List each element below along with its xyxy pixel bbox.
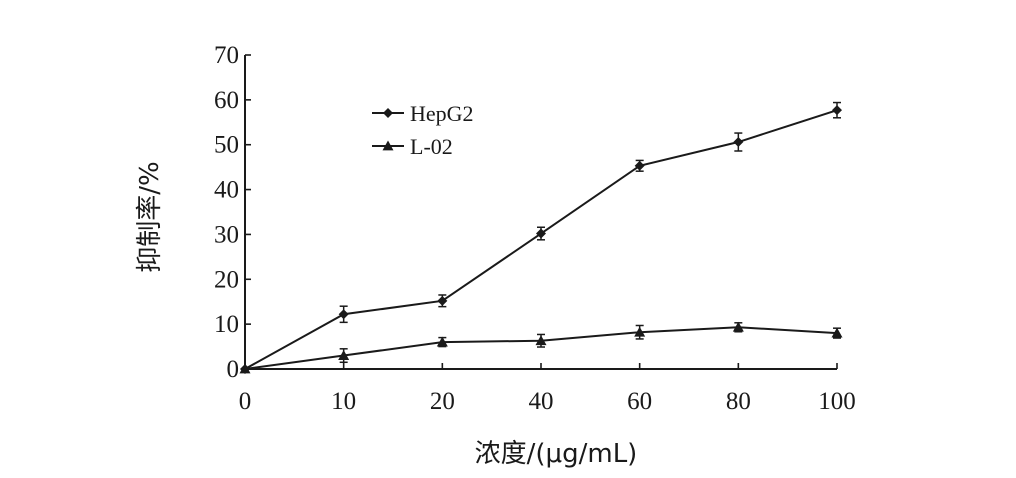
data-point-marker bbox=[437, 295, 448, 306]
legend-marker bbox=[383, 108, 393, 118]
x-tick-label: 10 bbox=[331, 388, 356, 415]
data-point-marker bbox=[535, 335, 547, 346]
x-tick-label: 0 bbox=[239, 388, 252, 415]
x-tick-label: 60 bbox=[627, 388, 652, 415]
legend-label: L-02 bbox=[410, 134, 453, 159]
data-point-marker bbox=[239, 363, 251, 374]
data-point-marker bbox=[536, 228, 546, 239]
data-point-marker bbox=[733, 137, 744, 148]
legend-marker bbox=[382, 140, 394, 151]
legend-label: HepG2 bbox=[410, 101, 474, 126]
data-point-marker bbox=[338, 309, 349, 320]
axis-titles: 浓度/(μg/mL) 抑制率/% bbox=[135, 161, 637, 469]
legend-item: L-02 bbox=[372, 134, 453, 159]
data-point-marker bbox=[634, 326, 646, 337]
y-tick-label: 0 bbox=[227, 356, 240, 383]
legend-item: HepG2 bbox=[372, 101, 474, 126]
axes bbox=[244, 55, 837, 370]
series-hepg2 bbox=[240, 101, 842, 374]
y-axis-title: 抑制率/% bbox=[135, 161, 165, 272]
y-tick-label: 30 bbox=[214, 221, 239, 248]
x-tick-label: 20 bbox=[430, 388, 455, 415]
data-point-marker bbox=[634, 160, 645, 171]
legend: HepG2 L-02 bbox=[372, 101, 474, 159]
x-tick-label: 40 bbox=[529, 388, 554, 415]
data-point-marker bbox=[732, 321, 744, 332]
data-point-marker bbox=[831, 327, 843, 338]
x-tick-label: 80 bbox=[726, 388, 751, 415]
series-l-02 bbox=[239, 321, 843, 374]
x-tick-label: 100 bbox=[818, 388, 856, 415]
y-tick-label: 50 bbox=[214, 132, 239, 159]
series-group bbox=[239, 101, 843, 374]
y-tick-label: 20 bbox=[214, 266, 239, 293]
data-point-marker bbox=[436, 336, 448, 347]
y-tick-label: 70 bbox=[214, 42, 239, 69]
x-axis-title: 浓度/(μg/mL) bbox=[475, 439, 638, 469]
y-tick-label: 60 bbox=[214, 87, 239, 114]
series-line bbox=[244, 326, 838, 370]
y-tick-label: 10 bbox=[214, 311, 239, 338]
ticks: 0 10 20 30 40 50 60 70 0 10 20 40 60 80 100 bbox=[214, 42, 856, 415]
y-tick-label: 40 bbox=[214, 177, 239, 204]
data-point-marker bbox=[832, 105, 842, 116]
data-point-marker bbox=[338, 350, 350, 360]
